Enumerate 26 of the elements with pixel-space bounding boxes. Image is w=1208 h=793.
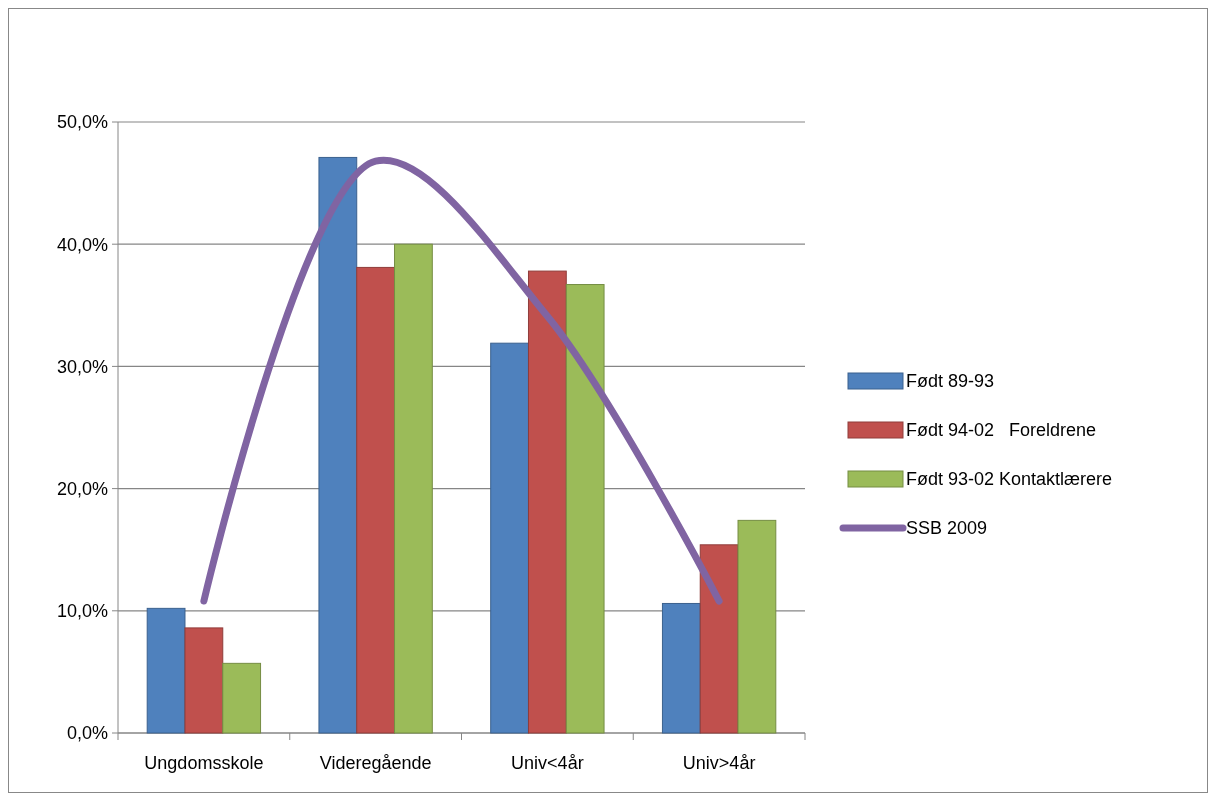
bar [661,602,701,734]
y-tick-label: 20,0% [56,478,108,499]
bar [318,156,358,734]
bar [394,243,433,734]
x-tick-label: Univ>4år [682,753,756,773]
bar [737,519,777,734]
bar [356,266,396,734]
bar [146,607,186,734]
legend-label: SSB 2009 [906,518,988,539]
legend-label: Født 94-02 Foreldrene [906,420,1097,441]
x-tick-label: Ungdomsskole [144,753,264,773]
bar [565,284,605,734]
y-tick-label: 30,0% [56,356,108,377]
y-tick-label: 50,0% [56,112,108,133]
x-tick-label: Univ<4år [511,753,584,773]
y-tick-label: 0,0% [66,723,108,744]
bar [184,627,224,734]
y-tick-label: 10,0% [56,601,108,622]
bar [222,662,262,734]
legend-label: Født 93-02 Kontaktlærere [906,469,1113,490]
y-tick-label: 40,0% [56,234,108,255]
bar [699,544,739,734]
x-tick-label: Videregående [319,753,432,773]
bar [527,270,567,734]
bar [490,342,529,734]
legend-label: Født 89-93 [906,371,995,392]
